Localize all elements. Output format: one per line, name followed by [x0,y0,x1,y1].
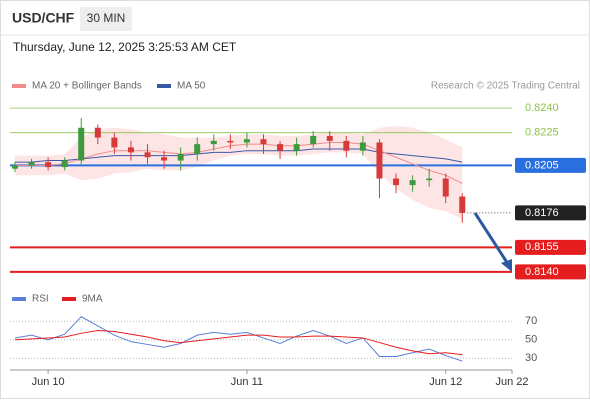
level-label: 0.8155 [525,241,559,253]
candle-body [376,142,383,179]
ma20-line [14,142,463,184]
rsi-tick-label: 70 [525,315,537,327]
candle-body [144,152,151,158]
rsi-tick-label: 30 [525,352,537,364]
rsi-tick-label: 50 [525,334,537,346]
x-tick-label: Jun 12 [429,376,462,388]
candle-body [111,137,118,148]
price-panel [10,107,512,273]
forecast-arrowhead [501,259,512,272]
legend-swatch [12,297,26,301]
legend-swatch [12,84,26,88]
candle-body [28,162,35,166]
level-label: 0.8140 [525,266,559,278]
legend-label: MA 50 [177,81,206,92]
x-tick-label: Jun 22 [495,376,528,388]
candle-body [310,135,317,145]
symbol: USD/CHF [12,10,75,26]
candle-body [161,157,168,161]
legend-swatch [62,297,76,301]
candle-body [326,135,333,141]
last-price-box [515,205,586,221]
legend-label: MA 20 + Bollinger Bands [32,81,142,92]
timestamp: Thursday, June 12, 2025 3:25:53 AM CET [13,40,237,54]
rsi-panel [10,316,512,362]
legend-label: 9MA [82,294,103,305]
candle-body [409,180,416,186]
candle-body [94,127,101,138]
candle-body [243,139,250,143]
candle-body [459,196,466,213]
rsi-line [14,316,463,362]
level-label: 0.8225 [525,127,559,139]
candle-body [78,127,85,161]
level-label: 0.8240 [525,102,559,114]
candle-body [359,142,366,151]
last-price-label: 0.8176 [525,207,559,219]
interval-badge [80,7,132,31]
rsi-ma-line [14,330,463,356]
labels: MA 20 + Bollinger Bands MA 50 RSI 9MA 0.8240… [12,81,586,388]
interval: 30 MIN [87,11,126,25]
x-tick-label: Jun 10 [32,376,65,388]
credit: Research © 2025 Trading Central [431,81,580,92]
candle-body [343,140,350,151]
candle-body [277,144,284,151]
candle-body [293,144,300,151]
legend-label: RSI [32,294,49,305]
candle-body [127,147,134,153]
candle-body [61,160,68,168]
level-label-box [515,157,586,173]
ma50-line [14,148,463,163]
candle-body [194,144,201,154]
legend-swatch [157,84,171,88]
candle-body [45,162,52,168]
candle-body [442,178,449,197]
level-label-box [515,239,586,255]
candle-body [260,139,267,145]
level-label: 0.8205 [525,159,559,171]
level-label-box [515,264,586,280]
candle-body [210,140,217,145]
candle-body [227,140,234,143]
candle-body [426,178,433,181]
forecast-arrow [473,212,510,265]
candle-body [11,165,18,169]
x-tick-label: Jun 11 [231,376,263,388]
candle-body [393,178,400,186]
candle-body [177,153,184,161]
